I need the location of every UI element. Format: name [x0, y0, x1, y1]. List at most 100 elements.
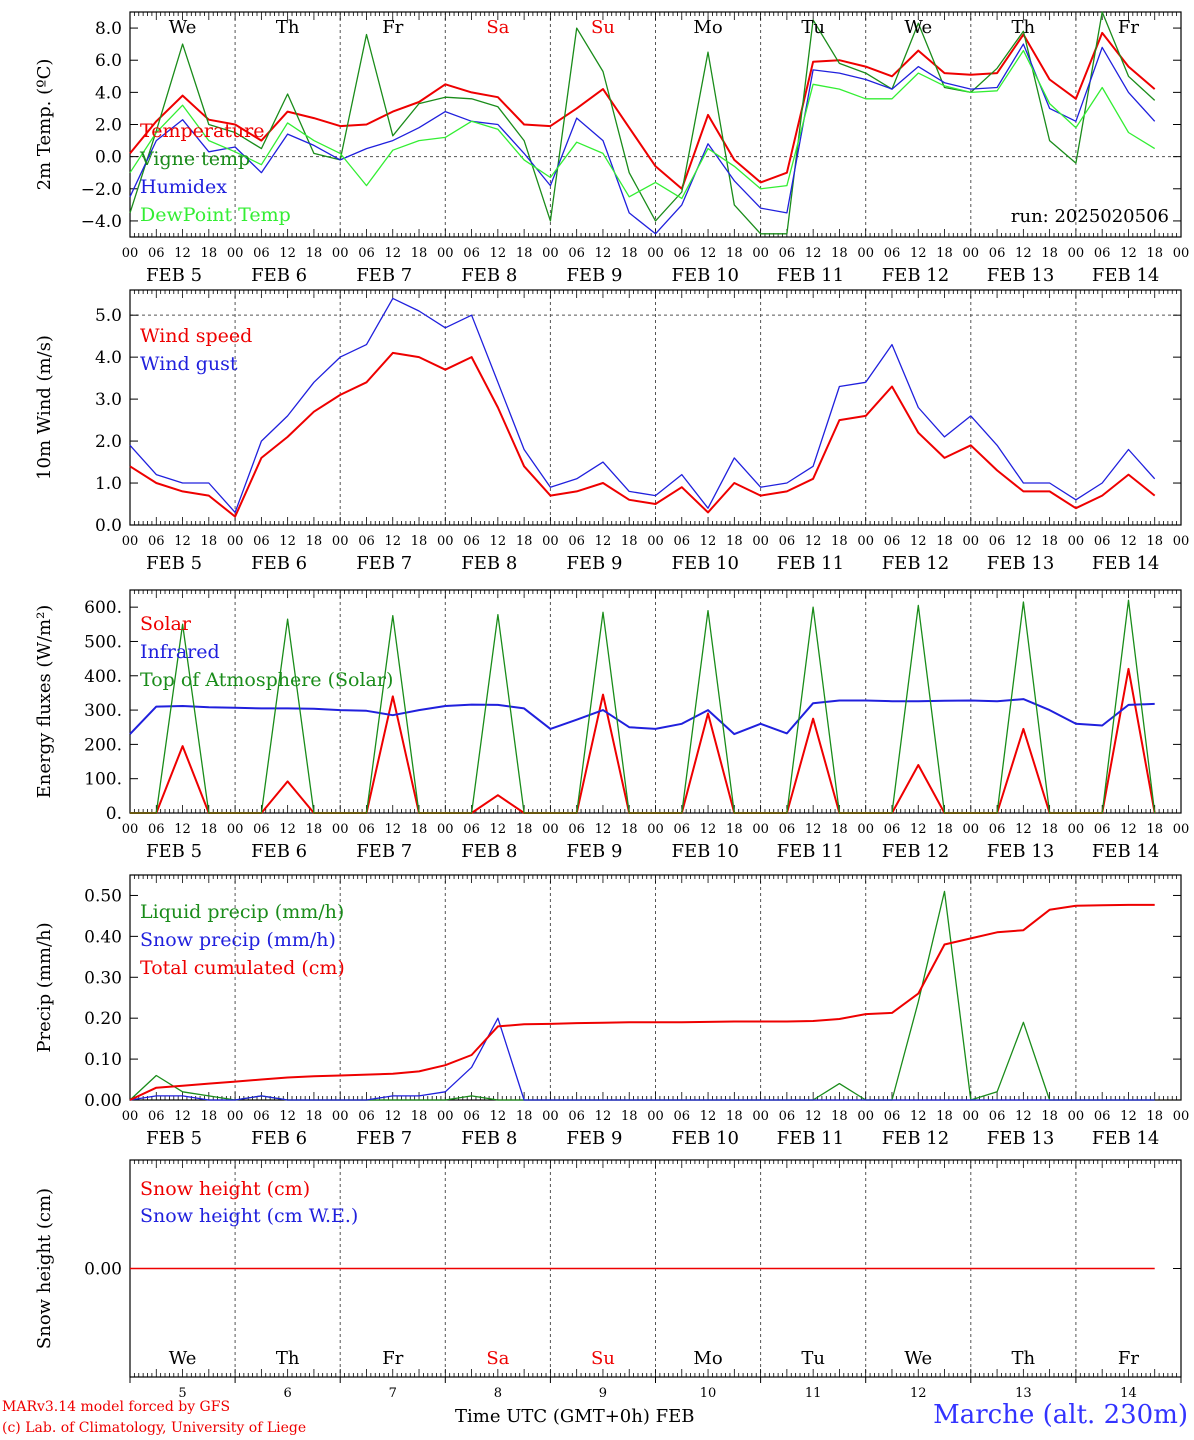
- y-axis-title: Precip (mm/h): [34, 922, 55, 1052]
- hour-tick-label: 18: [621, 822, 638, 837]
- hour-tick-label: 00: [437, 822, 454, 837]
- hour-tick-label: 18: [411, 1109, 428, 1124]
- date-label: FEB 5: [146, 265, 202, 286]
- hour-tick-label: 00: [752, 246, 769, 261]
- hour-tick-label: 12: [700, 1109, 717, 1124]
- hour-tick-label: 12: [910, 246, 927, 261]
- weekday-label: Su: [591, 17, 615, 38]
- weekday-label: Th: [276, 1348, 300, 1369]
- hour-tick-label: 06: [253, 246, 270, 261]
- date-label: FEB 11: [777, 265, 844, 286]
- hour-tick-label: 00: [752, 534, 769, 549]
- legend-entry: Snow height (cm): [140, 1178, 310, 1200]
- hour-tick-label: 12: [595, 534, 612, 549]
- y-axis-title: Snow height (cm): [34, 1188, 55, 1349]
- hour-tick-label: 12: [805, 822, 822, 837]
- hour-tick-label: 06: [884, 822, 901, 837]
- hour-tick-label: 18: [726, 822, 743, 837]
- date-label: FEB 9: [566, 553, 622, 574]
- hour-tick-label: 06: [253, 1109, 270, 1124]
- weekday-label: Th: [1012, 1348, 1036, 1369]
- series-line-wind-speed: [129, 351, 1156, 518]
- date-label: FEB 6: [251, 265, 307, 286]
- series-line-vigne-temp: [129, 11, 1156, 235]
- y-tick-label: 0.00: [84, 1260, 122, 1280]
- hour-tick-label: 18: [516, 1109, 533, 1124]
- y-tick-label: 600.: [84, 598, 122, 618]
- legend-entry: Liquid precip (mm/h): [140, 901, 344, 923]
- date-label: FEB 11: [777, 1128, 844, 1149]
- date-label: FEB 13: [987, 265, 1054, 286]
- hour-tick-label: 18: [201, 534, 218, 549]
- date-label: FEB 6: [251, 553, 307, 574]
- day-number-label: 6: [284, 1386, 292, 1401]
- hour-tick-label: 06: [779, 822, 796, 837]
- hour-tick-label: 12: [595, 822, 612, 837]
- date-label: FEB 10: [672, 841, 739, 862]
- hour-tick-label: 00: [227, 534, 244, 549]
- weekday-label: We: [169, 1348, 197, 1369]
- hour-tick-label: 12: [490, 822, 507, 837]
- hour-tick-label: 18: [516, 534, 533, 549]
- date-label: FEB 5: [146, 553, 202, 574]
- hour-tick-label: 18: [201, 822, 218, 837]
- weekday-label: Sa: [486, 1348, 509, 1369]
- series-line-top-of-atmosphere-solar-: [130, 599, 1156, 814]
- legend-entry: Solar: [140, 613, 192, 635]
- y-tick-label: 0.0: [95, 516, 122, 536]
- hour-tick-label: 00: [963, 246, 980, 261]
- hour-tick-label: 12: [595, 246, 612, 261]
- hour-tick-label: 00: [122, 1109, 139, 1124]
- date-label: FEB 7: [356, 265, 412, 286]
- date-label: FEB 9: [566, 841, 622, 862]
- y-tick-label: 0.: [106, 804, 122, 824]
- day-number-label: 7: [389, 1386, 397, 1401]
- hour-tick-label: 00: [437, 1109, 454, 1124]
- hour-tick-label: 00: [542, 1109, 559, 1124]
- date-label: FEB 11: [777, 553, 844, 574]
- hour-tick-label: 12: [595, 1109, 612, 1124]
- hour-tick-label: 12: [1015, 534, 1032, 549]
- weekday-label: Mo: [693, 17, 722, 38]
- legend-entry: Vigne temp: [139, 148, 250, 170]
- y-tick-label: 2.0: [95, 432, 122, 452]
- hour-tick-label: 12: [805, 246, 822, 261]
- day-number-label: 12: [910, 1386, 927, 1401]
- hour-tick-label: 06: [463, 534, 480, 549]
- hour-tick-label: 06: [148, 246, 165, 261]
- hour-tick-label: 12: [384, 822, 401, 837]
- legend-entry: Wind gust: [140, 353, 238, 375]
- day-number-label: 8: [494, 1386, 502, 1401]
- hour-tick-label: 18: [201, 1109, 218, 1124]
- weekday-label: Th: [1012, 17, 1036, 38]
- hour-tick-label: 06: [674, 1109, 691, 1124]
- y-tick-label: 4.0: [95, 348, 122, 368]
- hour-tick-label: 18: [621, 246, 638, 261]
- hour-tick-label: 18: [1041, 1109, 1058, 1124]
- hour-tick-label: 06: [358, 1109, 375, 1124]
- hour-tick-label: 06: [463, 822, 480, 837]
- hour-tick-label: 12: [700, 246, 717, 261]
- station-name: Marche (alt. 230m): [933, 1400, 1188, 1430]
- y-tick-label: 0.20: [84, 1009, 122, 1029]
- hour-tick-label: 06: [674, 534, 691, 549]
- legend-entry: Humidex: [140, 176, 227, 198]
- hour-tick-label: 06: [989, 534, 1006, 549]
- hour-tick-label: 18: [411, 534, 428, 549]
- hour-tick-label: 18: [936, 534, 953, 549]
- hour-tick-label: 06: [1094, 822, 1111, 837]
- hour-tick-label: 18: [516, 822, 533, 837]
- x-axis-title: Time UTC (GMT+0h) FEB: [455, 1406, 694, 1427]
- hour-tick-label: 06: [568, 822, 585, 837]
- y-tick-label: 0.10: [84, 1050, 122, 1070]
- hour-tick-label: 06: [1094, 1109, 1111, 1124]
- hour-tick-label: 00: [857, 246, 874, 261]
- date-label: FEB 6: [251, 1128, 307, 1149]
- hour-tick-label: 12: [910, 534, 927, 549]
- hour-tick-label: 18: [831, 534, 848, 549]
- hour-tick-label: 00: [437, 534, 454, 549]
- hour-tick-label: 06: [884, 246, 901, 261]
- day-number-label: 14: [1120, 1386, 1137, 1401]
- weekday-label: Su: [591, 1348, 615, 1369]
